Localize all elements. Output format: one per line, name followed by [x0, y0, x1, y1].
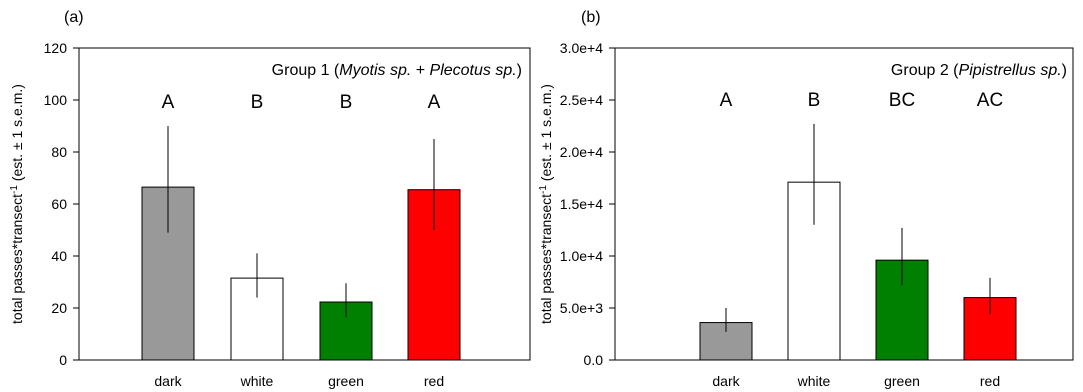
- significance-letter: B: [251, 92, 264, 113]
- title-title-join: +: [411, 62, 429, 79]
- x-tick-label: green: [328, 373, 364, 389]
- x-tick-label: red: [424, 373, 444, 389]
- panel-label: (a): [64, 9, 84, 26]
- y-tick-label: 2.0e+4: [560, 144, 603, 160]
- y-tick-label: 1.0e+4: [560, 248, 603, 264]
- chart-panel-0: (a) 0 20 40 60 80 100 120 total passes*transect-…: [9, 9, 531, 389]
- title-title-species-2: Plecotus sp.: [430, 62, 517, 79]
- significance-letter: A: [720, 90, 733, 111]
- significance-letter: BC: [889, 90, 915, 111]
- bar-red: [407, 189, 461, 361]
- y-tick-label: 0.0: [584, 352, 604, 368]
- y-tick-label: 20: [51, 300, 67, 316]
- y-axis-label-main: total passes*transect: [538, 194, 554, 324]
- title-title-suffix: ): [517, 62, 522, 79]
- title-title-prefix: Group 1 (: [272, 62, 340, 79]
- significance-letter: B: [340, 92, 353, 113]
- y-axis-label-main: total passes*transect: [9, 194, 25, 324]
- y-tick-label: 100: [44, 92, 68, 108]
- title-title-species-1: Pipistrellus sp.: [959, 62, 1062, 79]
- y-tick-label: 60: [51, 196, 67, 212]
- y-axis-label-tail: (est. ± 1 s.e.m.): [9, 84, 25, 185]
- chart-title: Group 1 (Myotis sp. + Plecotus sp.): [272, 62, 522, 79]
- x-tick-label: dark: [712, 373, 740, 389]
- y-tick-label: 40: [51, 248, 67, 264]
- y-tick-label: 0: [59, 352, 67, 368]
- title-title-species-1: Myotis sp.: [339, 62, 411, 79]
- y-tick-label: 120: [44, 40, 68, 56]
- x-tick-label: green: [884, 373, 920, 389]
- x-tick-label: white: [240, 373, 274, 389]
- significance-letter: A: [428, 92, 441, 113]
- y-tick-label: 1.5e+4: [560, 196, 603, 212]
- title-title-suffix: ): [1062, 62, 1067, 79]
- chart-panel-1: (b) 0.0 5.0e+3 1.0e+4 1.5e+4 2.0e+4 2.5e+4 3.0e…: [538, 9, 1074, 389]
- significance-letter: B: [808, 90, 821, 111]
- y-axis-label-superscript: -1: [538, 185, 549, 194]
- x-tick-label: dark: [154, 373, 182, 389]
- y-tick-label: 2.5e+4: [560, 92, 603, 108]
- y-axis-label: total passes*transect-1 (est. ± 1 s.e.m.…: [538, 84, 555, 324]
- significance-letter: AC: [977, 90, 1003, 111]
- y-tick-label: 3.0e+4: [560, 40, 603, 56]
- chart-title: Group 2 (Pipistrellus sp.): [891, 62, 1067, 79]
- significance-letter: A: [162, 92, 175, 113]
- y-tick-label: 80: [51, 144, 67, 160]
- x-tick-label: red: [980, 373, 1000, 389]
- y-axis-label-superscript: -1: [9, 185, 20, 194]
- y-tick-label: 5.0e+3: [560, 300, 603, 316]
- panel-label: (b): [581, 9, 601, 26]
- y-axis-label: total passes*transect-1 (est. ± 1 s.e.m.…: [9, 84, 26, 324]
- y-axis-label-tail: (est. ± 1 s.e.m.): [538, 84, 554, 185]
- x-tick-label: white: [797, 373, 831, 389]
- title-title-prefix: Group 2 (: [891, 62, 959, 79]
